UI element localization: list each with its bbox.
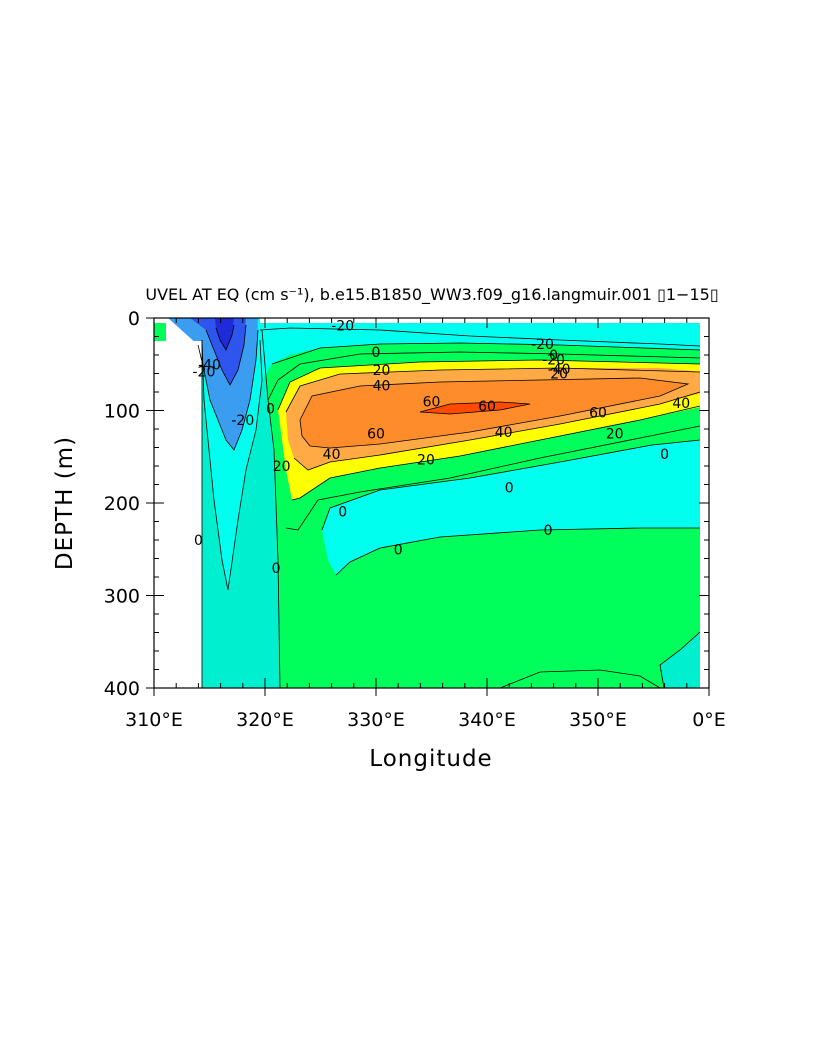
chart-title: UVEL AT EQ (cm s⁻¹), b.e15.B1850_WW3.f09… [145,285,718,305]
contour-label: 20 [373,363,391,379]
x-tick-label: 310°E [125,709,183,731]
y-tick-label: 100 [104,401,140,423]
contour-fills [154,318,709,688]
y-tick-label: 300 [104,586,140,608]
y-tick-label: 400 [104,678,140,700]
contour-label: -20 [331,318,354,334]
contour-label: 60 [589,405,607,421]
contour-label: 60 [367,427,385,443]
contour-label: 20 [606,427,624,443]
contour-label: 60 [423,394,441,410]
y-tick-label: 0 [128,308,140,330]
x-tick-labels: 310°E 320°E 330°E 340°E 350°E 0°E [125,709,726,731]
contour-label: 0 [544,523,553,539]
contour-label: 0 [394,542,403,558]
contour-label: 0 [549,348,558,364]
y-tick-label: 200 [104,493,140,515]
intermediate-negative-region [322,440,705,575]
contour-label: 20 [417,453,435,469]
contour-label: 20 [550,367,568,383]
west-patch-top [154,323,166,341]
contour-label: -40 [198,357,221,373]
contour-label: -20 [193,365,216,381]
contour-label: -20 [542,353,565,369]
contour-label: 0 [660,447,669,463]
contour-label: 0 [194,533,203,549]
contour-label: 40 [373,379,391,395]
x-tick-label: 320°E [236,709,294,731]
contour-label: -40 [548,362,571,378]
contour-label: 40 [323,447,341,463]
contour-label: 20 [273,459,291,475]
contour-label: 60 [478,399,496,415]
x-axis-label: Longitude [369,746,492,772]
contour-label: 0 [266,402,275,418]
surface-negative-band [260,318,709,380]
wbc-lt-minus60 [215,318,234,350]
x-tick-label: 350°E [569,709,627,731]
contour-label: 0 [372,345,381,361]
contour-label: 40 [495,425,513,441]
y-axis-label: DEPTH (m) [52,436,78,570]
contour-label: -20 [531,337,554,353]
euc-core-gt-60 [300,378,688,448]
contour-label: 0 [272,561,281,577]
contour-label: 40 [672,396,690,412]
contour-label: -20 [231,413,254,429]
x-tick-label: 0°E [692,709,726,731]
y-tick-labels: 0 100 200 300 400 [104,308,140,700]
land-mask [154,341,202,688]
surface-cyan-strip [154,318,709,323]
x-tick-label: 340°E [458,709,516,731]
contour-lines [197,324,701,688]
axis-ticks [146,317,710,696]
deep-southeast-cyan [660,620,709,688]
contour-label: 0 [338,504,347,520]
x-tick-label: 330°E [347,709,405,731]
contour-label: 0 [505,480,514,496]
